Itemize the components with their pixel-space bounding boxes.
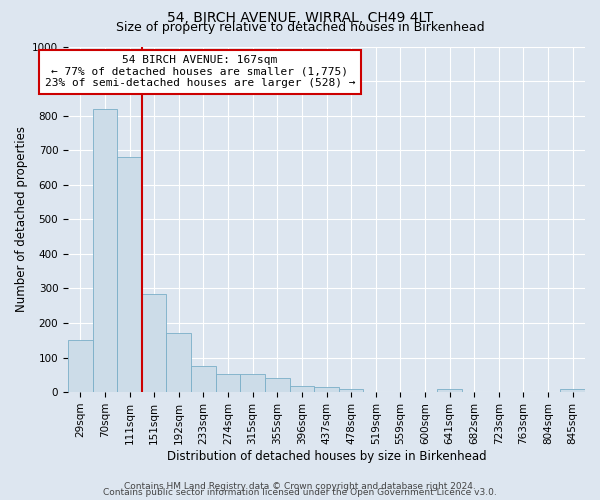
Bar bbox=[142, 294, 166, 392]
Bar bbox=[339, 390, 364, 392]
Text: 54, BIRCH AVENUE, WIRRAL, CH49 4LT: 54, BIRCH AVENUE, WIRRAL, CH49 4LT bbox=[167, 11, 433, 25]
Bar bbox=[560, 390, 585, 392]
Bar bbox=[314, 386, 339, 392]
Bar bbox=[265, 378, 290, 392]
Bar bbox=[68, 340, 92, 392]
Bar bbox=[216, 374, 241, 392]
Bar bbox=[241, 374, 265, 392]
Bar bbox=[290, 386, 314, 392]
Bar bbox=[166, 332, 191, 392]
Bar bbox=[92, 108, 117, 392]
Text: Contains HM Land Registry data © Crown copyright and database right 2024.: Contains HM Land Registry data © Crown c… bbox=[124, 482, 476, 491]
Text: Size of property relative to detached houses in Birkenhead: Size of property relative to detached ho… bbox=[116, 21, 484, 34]
Bar bbox=[437, 390, 462, 392]
X-axis label: Distribution of detached houses by size in Birkenhead: Distribution of detached houses by size … bbox=[167, 450, 487, 462]
Y-axis label: Number of detached properties: Number of detached properties bbox=[15, 126, 28, 312]
Bar bbox=[191, 366, 216, 392]
Text: Contains public sector information licensed under the Open Government Licence v3: Contains public sector information licen… bbox=[103, 488, 497, 497]
Text: 54 BIRCH AVENUE: 167sqm
← 77% of detached houses are smaller (1,775)
23% of semi: 54 BIRCH AVENUE: 167sqm ← 77% of detache… bbox=[44, 55, 355, 88]
Bar bbox=[117, 157, 142, 392]
